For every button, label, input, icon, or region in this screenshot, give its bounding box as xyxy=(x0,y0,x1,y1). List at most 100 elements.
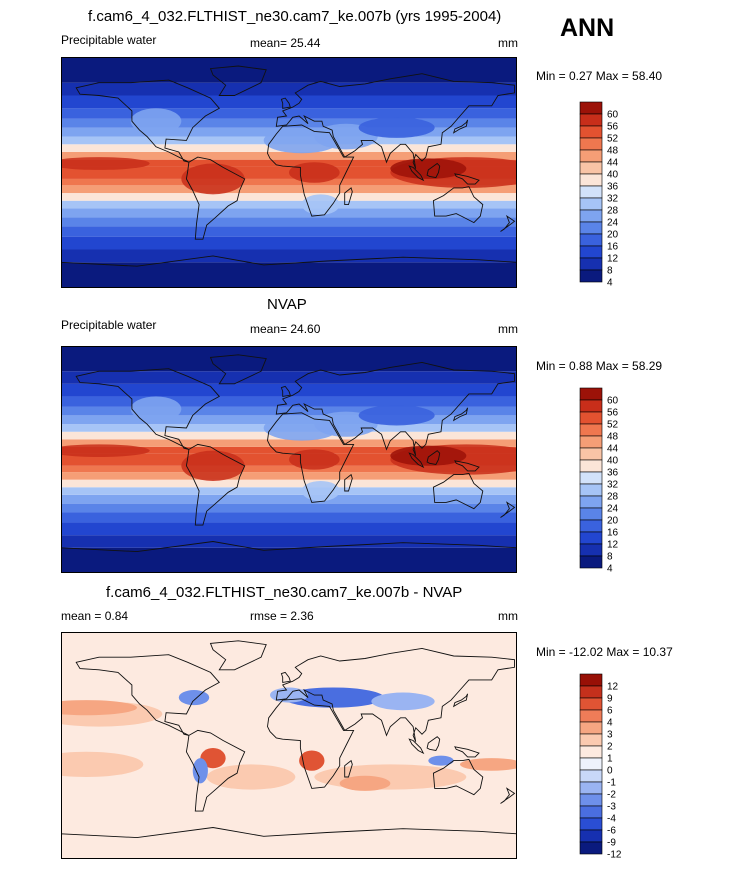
map-2-band xyxy=(61,494,517,504)
colorbar-3-box xyxy=(579,769,603,783)
map-1-coastline xyxy=(209,65,267,96)
map-3-coastline xyxy=(280,671,291,683)
colorbar-1-tick-label: 12 xyxy=(607,254,619,265)
map-1-dry-region xyxy=(358,117,435,138)
colorbar-3-tick-label: 6 xyxy=(607,706,613,717)
map-2-band xyxy=(61,465,517,473)
map-3-anomaly xyxy=(371,692,435,711)
panel-1-minmax: Min = 0.27 Max = 58.40 xyxy=(536,69,663,83)
colorbar-2-tick-label: 32 xyxy=(607,480,619,491)
colorbar-3-box xyxy=(579,745,603,759)
map-2-band xyxy=(61,522,517,536)
map-1-band xyxy=(61,185,517,194)
colorbar-1-tick-label: 20 xyxy=(607,230,619,241)
colorbar-3-tick-label: 3 xyxy=(607,730,613,741)
map-1-band xyxy=(61,200,517,209)
map-2-band xyxy=(61,535,517,548)
colorbar-3-box xyxy=(579,709,603,723)
map-1-maximum xyxy=(289,162,340,183)
panel-3-mean: mean = 0.84 xyxy=(61,609,128,623)
map-3-coastline xyxy=(344,759,353,778)
colorbar-1-box xyxy=(579,149,603,163)
map-2-band xyxy=(61,346,517,372)
colorbar-3-box xyxy=(579,757,603,771)
map-3-anomaly xyxy=(61,700,137,716)
map-3-coastline xyxy=(61,827,517,859)
map-1-band xyxy=(61,118,517,128)
colorbar-3-box xyxy=(579,841,603,855)
map-1-band xyxy=(61,151,517,160)
colorbar-2-tick-label: 24 xyxy=(607,504,619,515)
colorbar-3-box xyxy=(579,685,603,699)
panel-1-units: mm xyxy=(498,36,518,50)
colorbar-3-tick-label: -4 xyxy=(607,814,616,825)
colorbar-2-box xyxy=(579,459,603,473)
map-1-coastline xyxy=(280,97,291,109)
map-3-coastline xyxy=(408,738,425,755)
map-3-anomaly xyxy=(192,758,208,784)
map-2-coastline xyxy=(426,450,441,466)
map-1-band xyxy=(61,108,517,119)
map-2-coastline xyxy=(61,541,517,573)
colorbar-1-tick-label: 8 xyxy=(607,266,613,277)
season-label: ANN xyxy=(560,14,615,42)
map-3-anomaly xyxy=(270,687,308,703)
colorbar-3-tick-label: 12 xyxy=(607,682,619,693)
map-2-band xyxy=(61,512,517,523)
map-2-band xyxy=(61,383,517,397)
colorbar-3-tick-label: -12 xyxy=(607,850,622,861)
map-2-coastline xyxy=(209,354,267,385)
map-1-frame xyxy=(61,57,517,288)
colorbar-1-tick-label: 40 xyxy=(607,170,619,181)
colorbar-2-tick-label: 28 xyxy=(607,492,619,503)
colorbar-3-box xyxy=(579,781,603,795)
map-1-coastline xyxy=(432,186,484,224)
map-3-coastline xyxy=(426,736,441,752)
map-2-coastline xyxy=(454,460,480,472)
colorbar-3-tick-label: 9 xyxy=(607,694,613,705)
colorbar-1-tick-label: 44 xyxy=(607,158,619,169)
colorbar-2-box xyxy=(579,543,603,557)
map-3-coastline xyxy=(275,647,515,742)
colorbar-1-box xyxy=(579,197,603,211)
map-3-coastline xyxy=(185,729,246,812)
colorbar-1-box xyxy=(579,245,603,259)
colorbar-2-box xyxy=(579,483,603,497)
colorbar-2-tick-label: 20 xyxy=(607,516,619,527)
map-3-anomaly xyxy=(282,687,384,708)
colorbar-1-box xyxy=(579,221,603,235)
map-2-band xyxy=(61,472,517,480)
map-1-band xyxy=(61,57,517,83)
colorbar-2-box xyxy=(579,387,603,401)
colorbar-3-box xyxy=(579,673,603,687)
colorbar-2-box xyxy=(579,471,603,485)
map-1-maximum xyxy=(181,163,245,195)
colorbar-2-box xyxy=(579,495,603,509)
colorbar-3-box xyxy=(579,733,603,747)
map-1-band xyxy=(61,226,517,237)
map-2-band xyxy=(61,396,517,407)
map-3-anomaly xyxy=(200,748,226,769)
colorbar-2-box xyxy=(579,519,603,533)
colorbar-1-tick-label: 4 xyxy=(607,278,613,289)
colorbar-2-tick-label: 56 xyxy=(607,408,619,419)
map-2-band xyxy=(61,371,517,384)
map-2-maximum xyxy=(289,449,340,470)
map-2-coastline xyxy=(185,443,246,526)
map-2-coastline xyxy=(344,473,353,492)
map-1-band xyxy=(61,82,517,96)
map-1-band xyxy=(61,159,517,167)
colorbar-2-box xyxy=(579,531,603,545)
map-3-anomaly xyxy=(206,764,296,790)
colorbar-2-box xyxy=(579,507,603,521)
panel-2-mean: mean= 24.60 xyxy=(250,322,320,336)
map-1-band xyxy=(61,178,517,186)
map-1-coastline xyxy=(267,124,355,217)
map-3-coastline xyxy=(267,698,355,789)
panel-3-rmse-label: rmse = xyxy=(250,609,288,623)
panel-3-rmse: rmse = 2.36 xyxy=(250,609,314,623)
panel-2-minmax: Min = 0.88 Max = 58.29 xyxy=(536,359,663,373)
map-2-maximum xyxy=(181,450,245,481)
